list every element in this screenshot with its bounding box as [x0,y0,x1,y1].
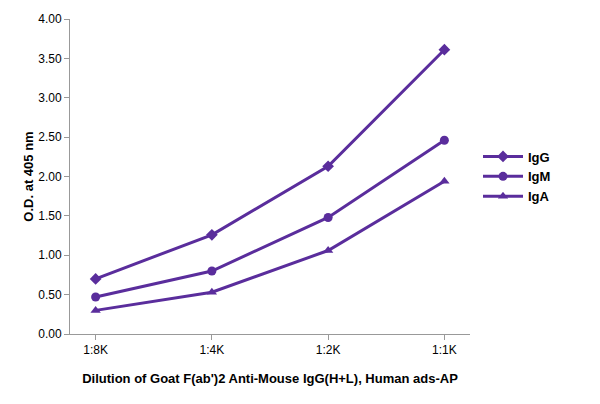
svg-text:0.00: 0.00 [38,327,62,341]
svg-text:1:8K: 1:8K [83,343,108,357]
svg-text:IgM: IgM [528,169,550,184]
svg-text:IgA: IgA [528,189,550,204]
svg-text:1.00: 1.00 [38,248,62,262]
svg-text:3.00: 3.00 [38,91,62,105]
svg-text:4.00: 4.00 [38,12,62,26]
svg-text:1:4K: 1:4K [200,343,225,357]
svg-text:Dilution of Goat F(ab')2 Anti-: Dilution of Goat F(ab')2 Anti-Mouse IgG(… [82,371,458,386]
svg-text:3.50: 3.50 [38,52,62,66]
svg-text:1:2K: 1:2K [316,343,341,357]
svg-text:1:1K: 1:1K [432,343,457,357]
svg-text:1.50: 1.50 [38,209,62,223]
svg-text:0.50: 0.50 [38,288,62,302]
svg-text:IgG: IgG [528,150,550,165]
svg-text:2.00: 2.00 [38,170,62,184]
svg-text:O.D. at 405 nm: O.D. at 405 nm [21,131,36,221]
svg-text:2.50: 2.50 [38,130,62,144]
